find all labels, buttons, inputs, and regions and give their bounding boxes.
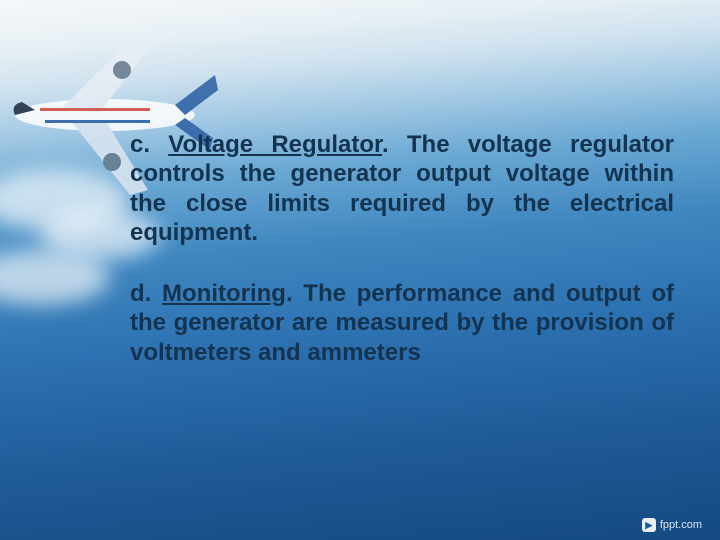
para-prefix: d.	[130, 280, 162, 307]
para-title: Voltage Regulator	[168, 131, 382, 158]
play-icon: ▶	[642, 518, 656, 532]
para-title: Monitoring	[162, 280, 286, 307]
para-prefix: c.	[130, 131, 168, 158]
footer: ▶ fppt.com	[642, 518, 702, 532]
paragraph-d: d. Monitoring. The performance and outpu…	[130, 279, 674, 367]
slide-content: c. Voltage Regulator. The voltage regula…	[130, 130, 674, 399]
footer-text: fppt.com	[660, 519, 702, 531]
slide-container: c. Voltage Regulator. The voltage regula…	[0, 0, 720, 540]
paragraph-c: c. Voltage Regulator. The voltage regula…	[130, 130, 674, 247]
